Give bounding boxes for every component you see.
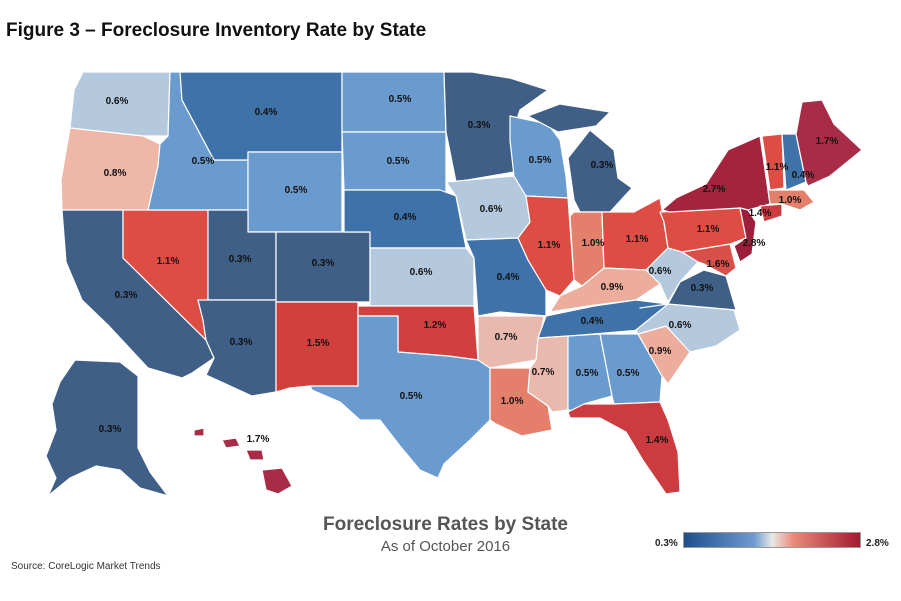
rate-label-TN: 0.4% bbox=[581, 316, 604, 327]
state-MI-UP[interactable] bbox=[527, 103, 611, 133]
rate-label-LA: 1.0% bbox=[501, 396, 524, 407]
rate-label-NJ: 2.8% bbox=[743, 238, 766, 249]
rate-label-ID: 0.5% bbox=[192, 156, 215, 167]
rate-label-VT: 1.1% bbox=[766, 162, 789, 173]
rate-label-HI: 1.7% bbox=[247, 434, 270, 445]
rate-label-MN: 0.3% bbox=[468, 120, 491, 131]
legend-gradient-bar bbox=[683, 532, 861, 548]
state-CT[interactable] bbox=[759, 203, 783, 223]
rate-label-SC: 0.9% bbox=[649, 346, 672, 357]
state-HI-2[interactable] bbox=[221, 437, 241, 449]
state-NJ[interactable] bbox=[733, 207, 757, 263]
map-title: Foreclosure Rates by State bbox=[323, 514, 568, 535]
rate-label-NM: 1.5% bbox=[307, 338, 330, 349]
state-HI-3[interactable] bbox=[245, 449, 265, 461]
rate-label-AR: 0.7% bbox=[495, 332, 518, 343]
rate-label-CO: 0.3% bbox=[312, 258, 335, 269]
rate-label-NE: 0.4% bbox=[394, 212, 417, 223]
state-ME[interactable] bbox=[795, 99, 863, 187]
rate-label-UT: 0.3% bbox=[229, 254, 252, 265]
state-MA[interactable] bbox=[767, 189, 815, 211]
rate-label-OK: 1.2% bbox=[424, 320, 447, 331]
rate-label-GA: 0.5% bbox=[617, 368, 640, 379]
rate-label-OH: 1.1% bbox=[626, 234, 649, 245]
rate-label-ME: 1.7% bbox=[816, 136, 839, 147]
state-AK[interactable] bbox=[45, 359, 169, 497]
rate-label-WA: 0.6% bbox=[106, 96, 129, 107]
rate-label-NV: 1.1% bbox=[157, 256, 180, 267]
state-NY[interactable] bbox=[661, 135, 771, 213]
rate-label-KY: 0.9% bbox=[601, 282, 624, 293]
rate-label-IN: 1.0% bbox=[582, 238, 605, 249]
state-MI[interactable] bbox=[567, 129, 633, 213]
rate-label-NC: 0.6% bbox=[669, 320, 692, 331]
rate-label-TX: 0.5% bbox=[400, 391, 423, 402]
rate-label-WI: 0.5% bbox=[529, 155, 552, 166]
rate-label-WV: 0.6% bbox=[649, 266, 672, 277]
rate-label-AZ: 0.3% bbox=[230, 337, 253, 348]
rate-label-MD: 1.6% bbox=[707, 259, 730, 270]
state-FL[interactable] bbox=[567, 401, 681, 495]
rate-label-MI: 0.3% bbox=[591, 160, 614, 171]
rate-label-MO: 0.4% bbox=[497, 272, 520, 283]
rate-label-MS: 0.7% bbox=[532, 367, 555, 378]
rate-label-AK: 0.3% bbox=[99, 424, 122, 435]
rate-label-MT: 0.4% bbox=[255, 107, 278, 118]
rate-label-OR: 0.8% bbox=[104, 168, 127, 179]
map-subtitle: As of October 2016 bbox=[380, 538, 511, 555]
rate-label-MA: 1.0% bbox=[779, 195, 802, 206]
state-HI-4[interactable] bbox=[261, 467, 293, 495]
rate-label-WY: 0.5% bbox=[285, 185, 308, 196]
rate-label-CA: 0.3% bbox=[115, 290, 138, 301]
rate-label-SD: 0.5% bbox=[387, 156, 410, 167]
state-AZ[interactable] bbox=[197, 299, 277, 397]
state-KS[interactable] bbox=[369, 247, 475, 307]
rate-label-IL: 1.1% bbox=[538, 240, 561, 251]
legend-min-label: 0.3% bbox=[655, 538, 678, 549]
rate-label-ND: 0.5% bbox=[389, 94, 412, 105]
state-AR[interactable] bbox=[477, 315, 545, 369]
rate-label-IA: 0.6% bbox=[480, 204, 503, 215]
state-VT[interactable] bbox=[761, 133, 785, 191]
rate-label-PA: 1.1% bbox=[697, 224, 720, 235]
rate-label-NH: 0.4% bbox=[792, 170, 815, 181]
rate-label-VA: 0.3% bbox=[691, 283, 714, 294]
source-note: Source: CoreLogic Market Trends bbox=[11, 561, 161, 572]
figure-title: Figure 3 – Foreclosure Inventory Rate by… bbox=[6, 20, 427, 41]
rate-label-NY: 2.7% bbox=[703, 184, 726, 195]
state-HI-1[interactable] bbox=[193, 427, 205, 437]
rate-label-FL: 1.4% bbox=[646, 435, 669, 446]
state-VA[interactable] bbox=[639, 269, 737, 311]
rate-label-KS: 0.6% bbox=[410, 267, 433, 278]
state-TX[interactable] bbox=[309, 315, 491, 479]
rate-label-AL: 0.5% bbox=[576, 368, 599, 379]
legend-max-label: 2.8% bbox=[866, 538, 889, 549]
rate-label-CT: 1.4% bbox=[749, 208, 772, 219]
